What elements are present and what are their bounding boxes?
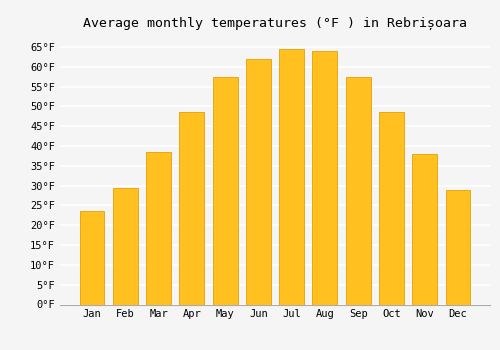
Bar — [180, 112, 204, 304]
Bar — [80, 211, 104, 304]
Bar — [212, 77, 238, 304]
Bar — [113, 188, 138, 304]
Bar — [279, 49, 304, 304]
Bar — [246, 59, 271, 304]
Bar — [146, 152, 171, 304]
Bar — [312, 51, 338, 304]
Bar — [346, 77, 370, 304]
Bar — [446, 190, 470, 304]
Title: Average monthly temperatures (°F ) in Rebrișoara: Average monthly temperatures (°F ) in Re… — [83, 17, 467, 30]
Bar — [412, 154, 437, 304]
Bar — [379, 112, 404, 304]
